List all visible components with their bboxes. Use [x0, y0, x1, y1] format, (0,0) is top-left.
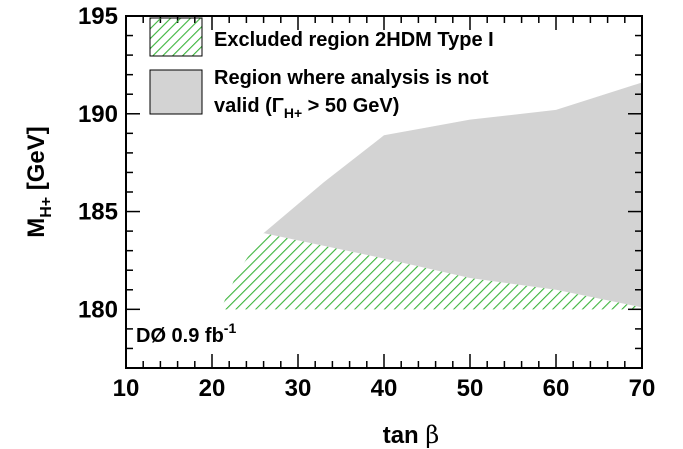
y-tick-label: 180	[78, 296, 118, 323]
legend-label-excluded: Excluded region 2HDM Type I	[214, 29, 494, 51]
y-tick-label: 185	[78, 199, 118, 226]
legend-swatch-invalid	[149, 69, 203, 115]
legend-swatch-excluded	[149, 17, 203, 57]
x-tick-label: 20	[199, 375, 226, 402]
experiment-label: DØ 0.9 fb-1	[136, 320, 236, 347]
y-tick-label: 190	[78, 101, 118, 128]
y-axis-title: MH+ [GeV]	[23, 126, 55, 238]
x-axis-title: tan β	[383, 421, 440, 449]
x-tick-label: 40	[371, 375, 398, 402]
x-tick-label: 30	[285, 375, 312, 402]
x-tick-label: 70	[629, 375, 656, 402]
y-tick-labels: 180 185 190 195	[78, 3, 118, 323]
excluded-region	[220, 233, 642, 310]
x-tick-label: 50	[457, 375, 484, 402]
y-tick-label: 195	[78, 3, 118, 30]
x-tick-label: 60	[543, 375, 570, 402]
legend: Excluded region 2HDM Type I Region where…	[149, 17, 494, 121]
legend-label-invalid-line2: valid (ΓH+ > 50 GeV)	[214, 95, 399, 121]
axis-ticks	[125, 15, 643, 368]
x-tick-labels: 10 20 30 40 50 60 70	[113, 375, 656, 402]
legend-label-invalid-line1: Region where analysis is not	[214, 67, 489, 89]
plot-regions	[220, 82, 642, 310]
x-tick-label: 10	[113, 375, 140, 402]
invalid-region	[263, 82, 642, 308]
